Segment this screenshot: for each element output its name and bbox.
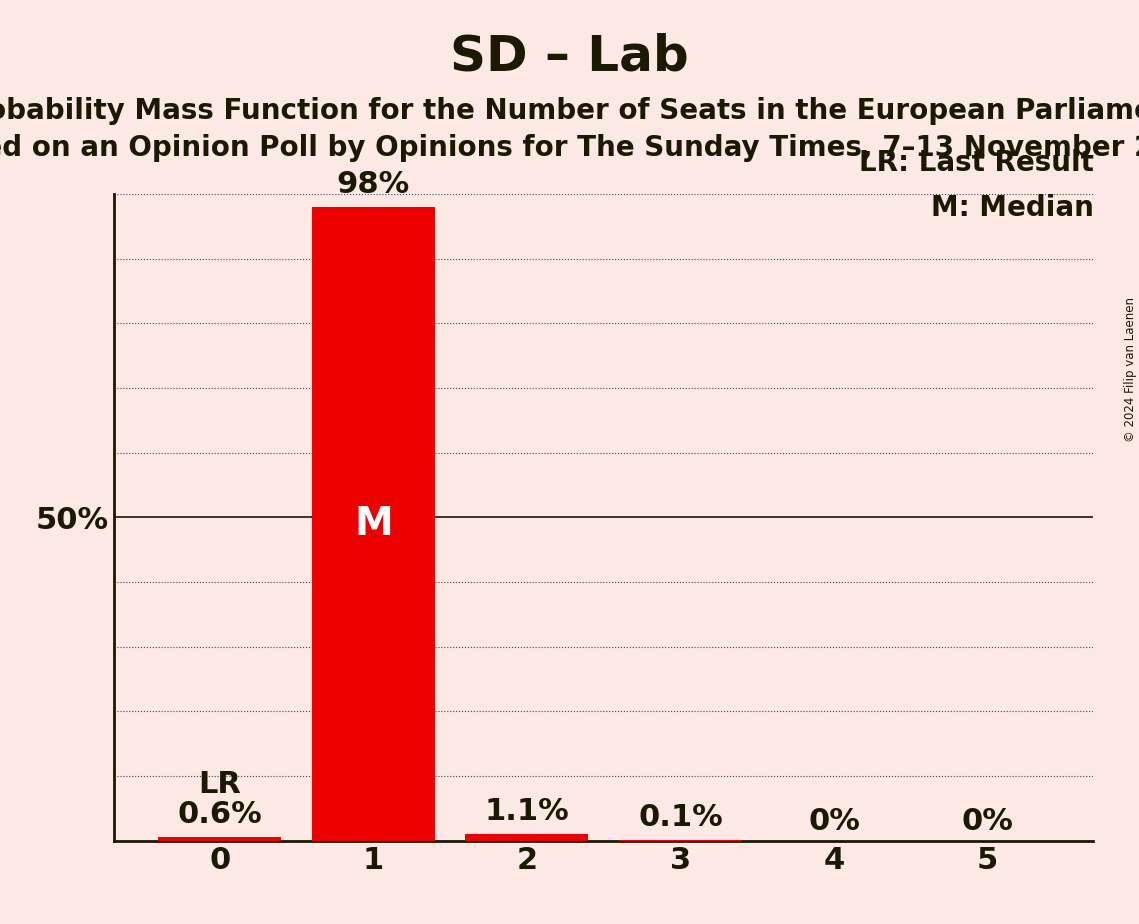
Text: 1.1%: 1.1% [484,797,570,826]
Text: 0%: 0% [808,807,860,835]
Text: 98%: 98% [337,170,410,200]
Bar [466,833,589,841]
Text: M: M [354,505,393,543]
Text: Probability Mass Function for the Number of Seats in the European Parliament: Probability Mass Function for the Number… [0,97,1139,125]
Text: © 2024 Filip van Laenen: © 2024 Filip van Laenen [1124,298,1137,442]
Text: M: Median: M: Median [931,194,1093,222]
Text: 0%: 0% [961,807,1014,835]
Text: LR: Last Result: LR: Last Result [859,149,1093,176]
Text: 0.1%: 0.1% [638,804,723,833]
Text: Based on an Opinion Poll by Opinions for The Sunday Times, 7–13 November 2024: Based on an Opinion Poll by Opinions for… [0,134,1139,162]
Text: SD – Lab: SD – Lab [450,32,689,80]
Bar [158,837,281,841]
Bar [312,207,435,841]
Text: 0.6%: 0.6% [178,800,262,829]
Text: LR: LR [198,770,241,798]
